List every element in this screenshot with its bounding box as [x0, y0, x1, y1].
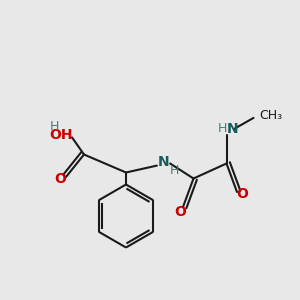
Text: H: H: [49, 120, 59, 133]
Text: N: N: [158, 155, 169, 169]
Text: O: O: [236, 188, 248, 201]
Text: OH: OH: [50, 128, 73, 142]
Text: N: N: [227, 122, 238, 136]
Text: H: H: [169, 164, 179, 177]
Text: CH₃: CH₃: [260, 109, 283, 122]
Text: H: H: [217, 122, 227, 136]
Text: O: O: [55, 172, 67, 186]
Text: O: O: [175, 206, 187, 219]
